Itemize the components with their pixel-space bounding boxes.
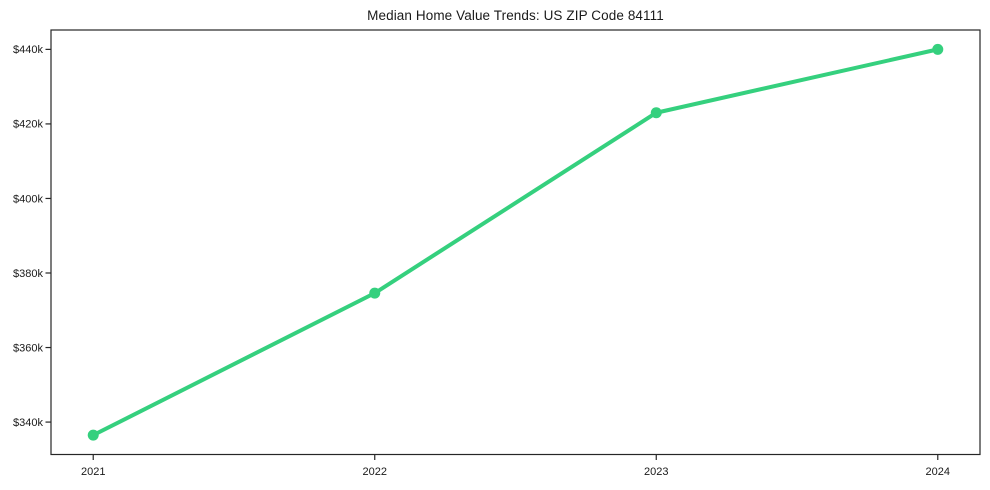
- y-tick-label: $420k: [13, 119, 43, 131]
- y-tick-label: $360k: [13, 342, 43, 354]
- y-tick-label: $440k: [13, 44, 43, 56]
- trend-line: [91, 47, 940, 438]
- data-point-marker: [932, 43, 944, 55]
- data-point-marker: [650, 107, 662, 119]
- x-tick-label: 2023: [644, 466, 668, 478]
- y-tick-label: $400k: [13, 193, 43, 205]
- x-tick-label: 2021: [81, 466, 105, 478]
- y-tick-label: $380k: [13, 268, 43, 280]
- x-tick-label: 2022: [363, 466, 387, 478]
- x-tick-label: 2024: [926, 466, 950, 478]
- y-tick-label: $340k: [13, 417, 43, 429]
- chart-title: Median Home Value Trends: US ZIP Code 84…: [367, 8, 664, 23]
- data-point-marker: [87, 429, 99, 441]
- plot-border: [50, 29, 981, 456]
- data-point-marker: [369, 287, 381, 299]
